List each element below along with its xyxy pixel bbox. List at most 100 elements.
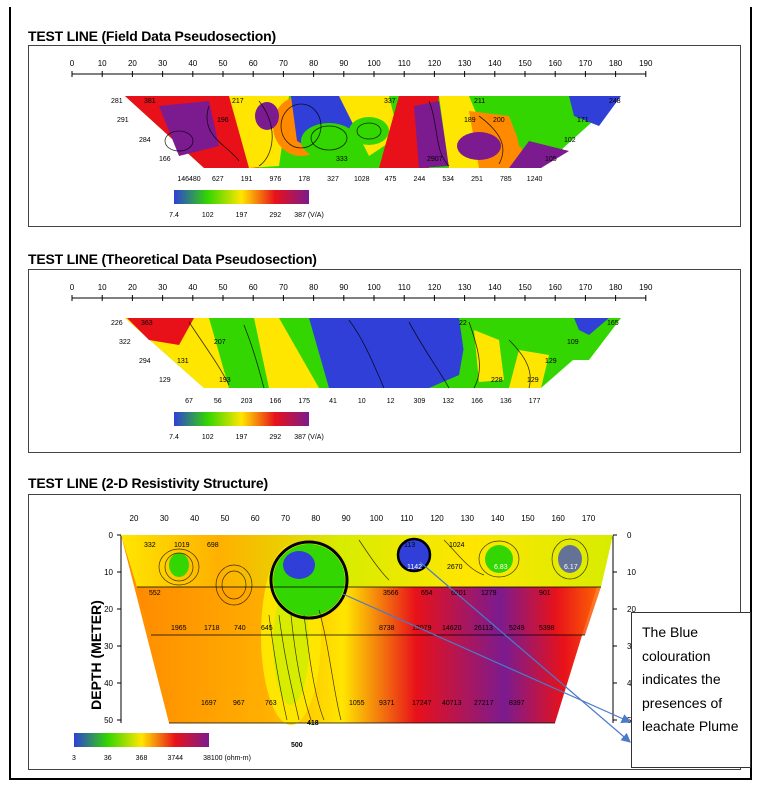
bottom-value-label: 166 — [471, 398, 483, 405]
depth-axis-left: 0 10 20 30 40 50 — [104, 531, 122, 725]
scale-tick-label: 110 — [398, 283, 411, 292]
row4-labels: 166 333 2907 105 — [159, 156, 557, 163]
svg-text:1055: 1055 — [349, 700, 365, 707]
field-data-chart: 0 10 20 30 40 50 60 70 80 90 100 110 120 130 140 150 160… — [70, 59, 653, 219]
svg-text:698: 698 — [207, 542, 219, 549]
scale-tick-label: 160 — [549, 283, 563, 292]
svg-text:129: 129 — [545, 358, 557, 365]
color-scale-bar — [74, 733, 209, 747]
svg-text:418: 418 — [307, 720, 319, 727]
scale-tick-label: 40 — [188, 59, 197, 68]
depth-tick-label: 10 — [104, 568, 113, 577]
color-scale-label: 38100 (ohm-m) — [203, 755, 251, 762]
depth-tick-label: 0 — [627, 531, 632, 540]
svg-text:967: 967 — [233, 700, 245, 707]
scale-tick-label: 150 — [518, 59, 532, 68]
bottom-value-label: 177 — [529, 398, 541, 405]
x-tick-label: 90 — [342, 514, 351, 523]
svg-text:105: 105 — [545, 156, 557, 163]
bottom-value-label: 627 — [212, 176, 224, 183]
svg-text:3566: 3566 — [383, 590, 399, 597]
depth-tick-label: 20 — [627, 605, 636, 614]
row3-labels: 284 102 — [139, 137, 576, 144]
scale-tick-label: 10 — [98, 283, 107, 292]
pseudosection-body — [125, 318, 621, 389]
depth-tick-label: 40 — [104, 679, 113, 688]
color-scale-label: 3744 — [167, 755, 183, 762]
depth-tick-label: 50 — [104, 716, 113, 725]
x-tick-label: 70 — [281, 514, 290, 523]
x-tick-label: 80 — [311, 514, 320, 523]
row3-labels: 294 131 129 — [139, 358, 557, 365]
svg-text:294: 294 — [139, 358, 151, 365]
svg-text:171: 171 — [577, 117, 589, 124]
svg-text:109: 109 — [567, 339, 579, 346]
scale-tick-label: 120 — [428, 59, 442, 68]
x-tick-label: 30 — [160, 514, 169, 523]
svg-text:189: 189 — [464, 117, 476, 124]
color-scale-bar — [174, 190, 309, 204]
color-scale-label: 292 — [269, 434, 281, 441]
panel2-title: TEST LINE (Theoretical Data Pseudosectio… — [28, 251, 317, 267]
svg-text:281: 281 — [111, 98, 123, 105]
svg-text:901: 901 — [539, 590, 551, 597]
svg-text:740: 740 — [234, 625, 246, 632]
scale-tick-label: 60 — [249, 283, 258, 292]
panel3-title: TEST LINE (2-D Resistivity Structure) — [28, 475, 268, 491]
scale-tick-label: 130 — [458, 59, 472, 68]
bottom-value-label: 244 — [414, 176, 426, 183]
color-scale-label: 197 — [236, 212, 248, 219]
bottom-value-label: 534 — [442, 176, 454, 183]
scale-tick-label: 160 — [549, 59, 563, 68]
svg-text:226: 226 — [111, 320, 123, 327]
color-scale-label: 292 — [269, 212, 281, 219]
bottom-value-label: 203 — [241, 398, 253, 405]
annotation-note: The Blue colouration indicates the prese… — [631, 612, 751, 768]
svg-text:17247: 17247 — [412, 700, 432, 707]
svg-text:113: 113 — [404, 542, 415, 549]
svg-text:200: 200 — [493, 117, 505, 124]
scale-tick-label: 60 — [249, 59, 258, 68]
svg-text:6.17: 6.17 — [564, 564, 578, 571]
bottom-value-label: 178 — [298, 176, 310, 183]
x-tick-label: 170 — [582, 514, 596, 523]
svg-text:228: 228 — [491, 377, 503, 384]
svg-text:26113: 26113 — [474, 625, 493, 632]
scale-tick-label: 70 — [279, 283, 288, 292]
x-tick-label: 40 — [190, 514, 199, 523]
bottom-value-label: 191 — [241, 176, 253, 183]
svg-text:207: 207 — [214, 339, 226, 346]
svg-text:284: 284 — [139, 137, 151, 144]
scale-tick-label: 140 — [488, 59, 502, 68]
row2-labels: 291 196 189 200 171 — [117, 117, 589, 124]
svg-text:763: 763 — [265, 700, 277, 707]
scale-tick-label: 120 — [428, 283, 442, 292]
svg-text:1697: 1697 — [201, 700, 217, 707]
bottom-values: 67 56 203 166 175 41 10 12 309 132 166 136 177 — [185, 398, 540, 405]
svg-text:332: 332 — [144, 542, 156, 549]
svg-text:552: 552 — [149, 590, 161, 597]
color-scale-label: 7.4 — [169, 212, 179, 219]
svg-text:1024: 1024 — [449, 542, 465, 549]
bottom-value-label: 41 — [329, 398, 337, 405]
color-scale-labels: 7.4 102 197 292 387 (V/A) — [169, 212, 324, 219]
svg-text:5398: 5398 — [539, 625, 555, 632]
svg-text:500: 500 — [291, 742, 303, 749]
scale-tick-label: 80 — [309, 59, 318, 68]
x-tick-label: 150 — [521, 514, 535, 523]
depth-tick-label: 0 — [109, 531, 114, 540]
x-tick-label: 20 — [130, 514, 139, 523]
svg-text:8397: 8397 — [509, 700, 525, 707]
scale-tick-label: 130 — [458, 283, 472, 292]
svg-text:1142: 1142 — [407, 564, 422, 571]
scale-tick-label: 70 — [279, 59, 288, 68]
bottom-value-label: 475 — [385, 176, 397, 183]
bottom-values: 146480 627 191 976 178 327 1028 475 244 534 251 785… — [177, 176, 542, 183]
color-scale-label: 102 — [202, 212, 214, 219]
bottom-value-label: 976 — [270, 176, 282, 183]
bottom-value-label: 136 — [500, 398, 512, 405]
y-axis-label: DEPTH (METER) — [88, 600, 104, 710]
bottom-value-label: 146480 — [177, 176, 200, 183]
color-scale-label: 102 — [202, 434, 214, 441]
depth-tick-label: 20 — [104, 605, 113, 614]
